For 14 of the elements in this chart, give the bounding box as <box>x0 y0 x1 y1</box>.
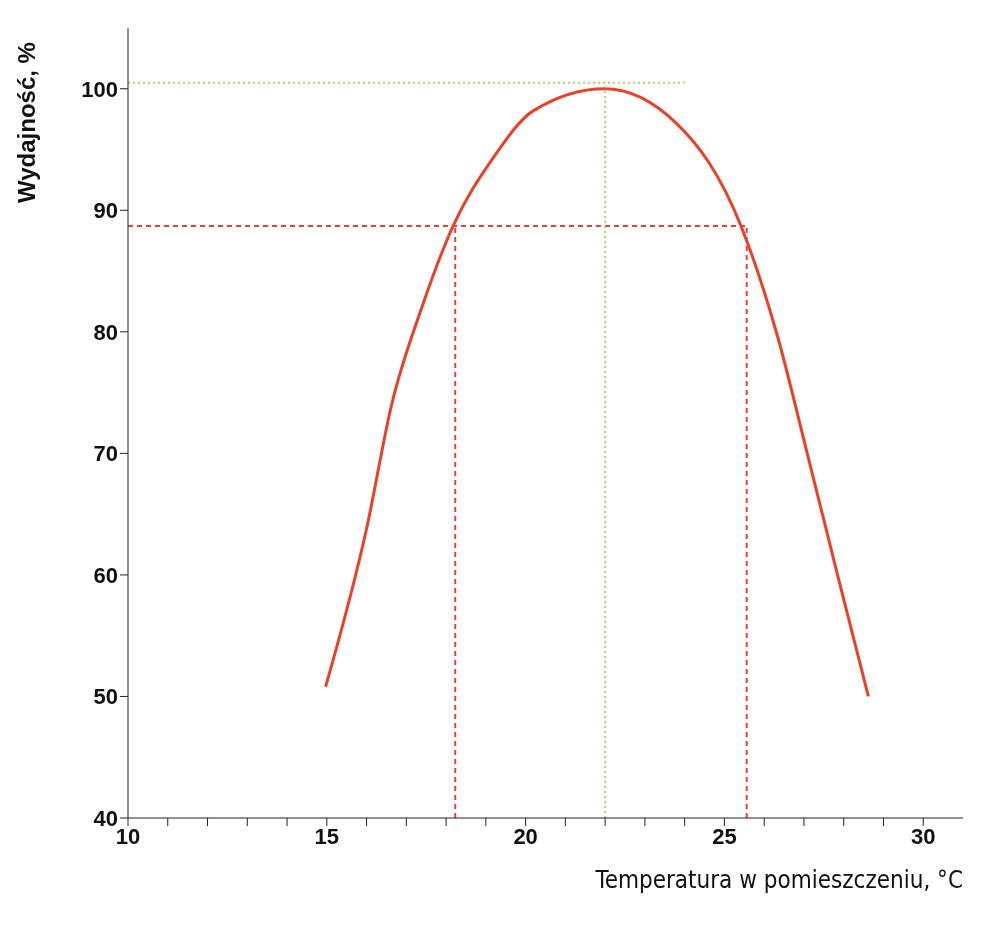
y-tick-label: 60 <box>93 562 118 588</box>
y-tick-label: 50 <box>93 684 118 710</box>
y-tick-label: 70 <box>93 441 118 467</box>
x-tick-label: 15 <box>314 823 340 849</box>
x-axis-title: Temperatura w pomieszczeniu, °C <box>594 866 963 894</box>
x-tick-label: 20 <box>513 823 538 849</box>
y-tick-label: 40 <box>93 805 118 831</box>
y-tick-label: 90 <box>93 198 118 224</box>
y-axis-title: Wydajność, % <box>13 42 41 203</box>
y-tick-label: 100 <box>81 76 118 102</box>
x-tick-label: 30 <box>911 823 936 849</box>
x-tick-label: 25 <box>712 823 737 849</box>
x-tick-label: 10 <box>115 823 141 849</box>
y-tick-label: 80 <box>93 319 118 345</box>
